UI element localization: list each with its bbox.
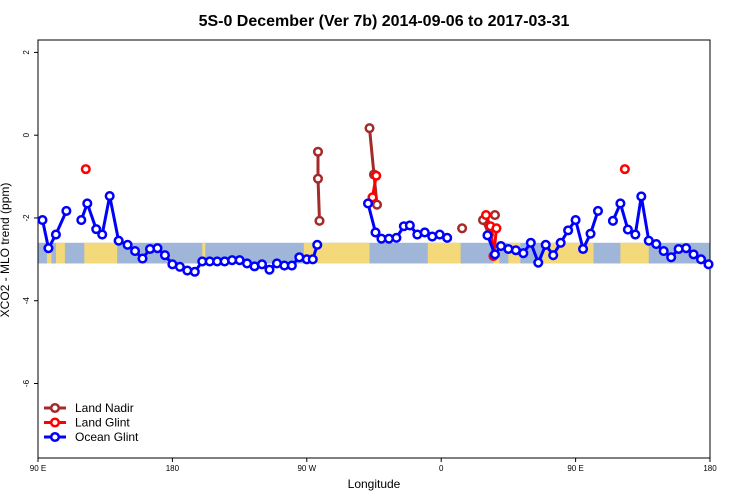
point-2-4-10 (681, 243, 692, 254)
point-2-3-9 (548, 250, 559, 261)
legend-marker-1 (49, 417, 61, 428)
point-2-4-3 (630, 229, 641, 240)
band-land-1 (55, 242, 65, 264)
point-2-1-13 (174, 261, 185, 272)
series-layer (37, 123, 714, 277)
point-1-0-0 (80, 164, 91, 175)
point-0-0-2 (314, 215, 325, 226)
plot-frame (37, 39, 711, 459)
band-land-9 (620, 242, 649, 264)
point-2-4-4 (636, 191, 647, 202)
x-tick-label-1: 180 (166, 464, 180, 473)
point-2-4-1 (615, 198, 626, 209)
legend-marker-2 (49, 431, 61, 443)
point-2-3-14 (585, 228, 596, 239)
point-2-3-8 (540, 239, 551, 250)
point-2-1-31 (307, 254, 318, 265)
point-2-3-12 (570, 214, 581, 226)
point-2-4-11 (688, 249, 699, 260)
y-axis-label: XCO2 - MLO trend (ppm) (0, 183, 12, 318)
point-2-3-5 (518, 248, 529, 259)
point-2-3-0 (482, 230, 493, 241)
point-2-3-6 (525, 237, 536, 248)
point-2-4-8 (666, 252, 677, 263)
point-2-1-32 (312, 239, 323, 250)
x-tick-label-2: 90 W (297, 464, 316, 473)
point-0-0-0 (312, 146, 324, 157)
point-2-3-1 (489, 249, 501, 260)
point-2-1-11 (159, 250, 170, 261)
legend-marker-0 (49, 402, 61, 414)
y-tick-label-0: 2 (22, 50, 31, 55)
series-line-0-0 (316, 151, 321, 221)
point-2-1-6 (122, 239, 133, 250)
point-2-1-3 (97, 229, 108, 240)
point-2-4-0 (607, 215, 618, 226)
point-2-4-6 (651, 238, 662, 250)
legend-label-0: Land Nadir (75, 401, 134, 415)
point-1-2-0 (480, 210, 492, 221)
series-line-1-2 (484, 214, 498, 257)
point-2-1-2 (91, 224, 102, 235)
point-2-4-2 (622, 224, 633, 235)
point-2-0-0 (37, 214, 48, 226)
point-2-3-15 (592, 205, 604, 216)
x-tick-label-3: 0 (439, 464, 444, 473)
point-0-1-0 (364, 123, 375, 134)
y-tick-label-4: -6 (22, 379, 31, 387)
series-line-2-0 (41, 210, 68, 253)
point-2-2-0 (362, 198, 374, 209)
point-2-1-7 (130, 246, 141, 257)
x-tick-label-0: 90 E (30, 464, 46, 473)
point-2-2-1 (370, 227, 381, 238)
point-2-2-11 (442, 232, 453, 243)
point-2-4-7 (658, 246, 669, 257)
y-tick-label-1: 0 (22, 132, 31, 137)
point-0-1-2 (371, 199, 383, 210)
band-land-5 (427, 242, 461, 264)
point-2-0-1 (43, 243, 54, 254)
point-2-4-13 (703, 259, 714, 270)
point-2-1-28 (286, 260, 297, 271)
point-2-1-15 (189, 266, 200, 277)
point-0-2-0 (457, 223, 468, 234)
point-2-2-8 (419, 227, 430, 238)
y-tick-label-2: -2 (22, 214, 31, 222)
legend-label-1: Land Glint (75, 416, 130, 430)
point-1-1-1 (371, 170, 382, 181)
band-land-2 (84, 242, 118, 264)
point-2-1-4 (104, 190, 115, 202)
axes-layer: 90 E 180 90 W 0 90 E 180 2 0 -2 -4 -6 (22, 50, 717, 473)
point-2-3-10 (555, 237, 566, 248)
point-2-2-4 (391, 232, 402, 243)
point-2-4-12 (695, 254, 707, 265)
chart-title: 5S-0 December (Ver 7b) 2014-09-06 to 201… (199, 13, 570, 30)
point-2-0-2 (50, 229, 61, 240)
x-tick-label-4: 90 E (567, 464, 583, 473)
y-tick-label-3: -4 (22, 297, 31, 305)
point-2-1-0 (76, 214, 87, 226)
x-axis-label: Longitude (348, 477, 401, 491)
x-tick-label-5: 180 (703, 464, 717, 473)
point-2-3-7 (533, 257, 544, 268)
point-2-2-6 (404, 220, 415, 231)
point-2-1-5 (113, 235, 124, 246)
point-2-3-11 (563, 225, 574, 236)
point-2-1-24 (256, 259, 268, 270)
band-land-3 (202, 242, 206, 264)
point-2-0-3 (61, 205, 72, 216)
legend-label-2: Ocean Glint (75, 430, 139, 444)
point-2-1-1 (82, 198, 93, 209)
point-2-3-13 (578, 243, 589, 255)
point-1-2-3 (491, 223, 502, 234)
point-0-0-1 (312, 173, 324, 184)
point-2-1-25 (264, 264, 275, 275)
point-1-3-0 (619, 164, 630, 175)
point-0-4-0 (489, 210, 501, 221)
point-2-1-8 (137, 253, 148, 264)
point-2-1-10 (152, 243, 163, 254)
